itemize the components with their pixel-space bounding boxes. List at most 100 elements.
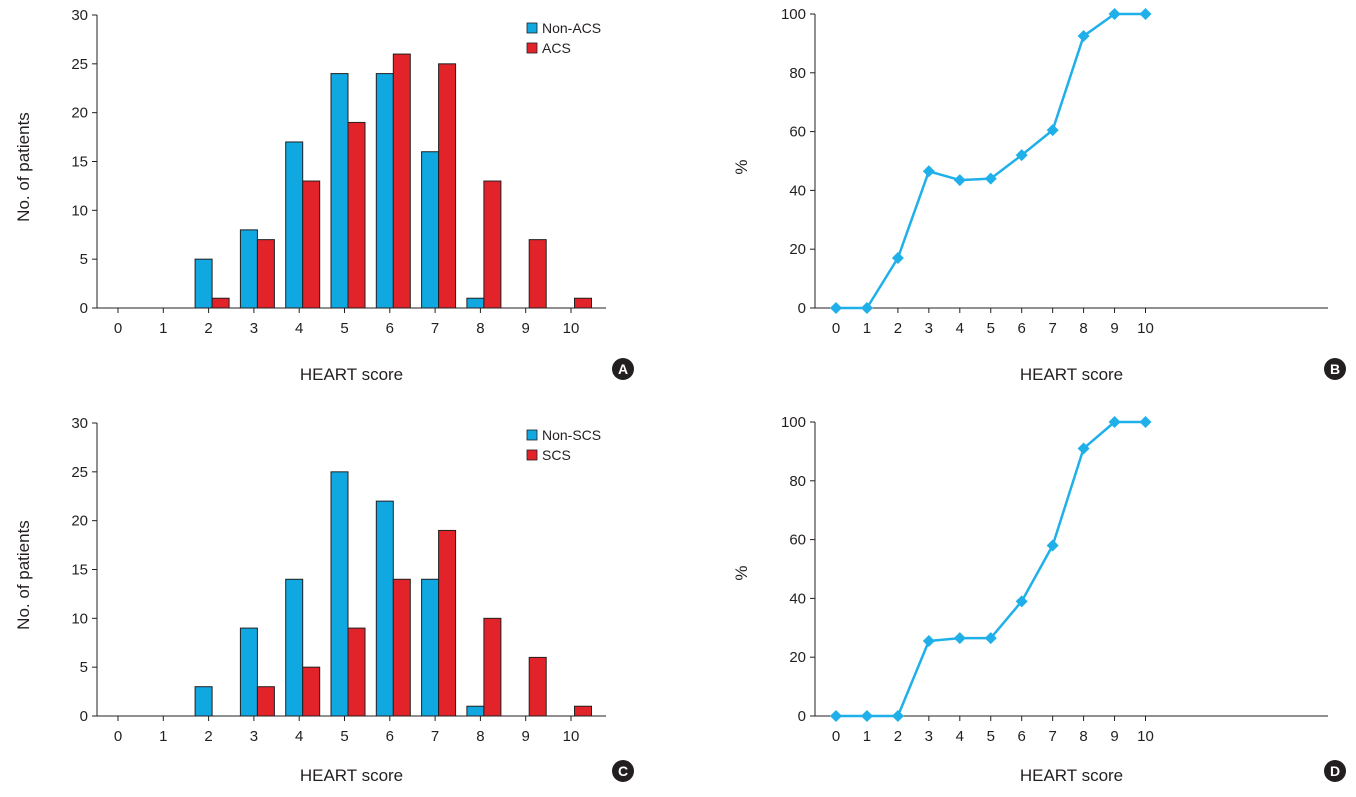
y-tick-label: 20 bbox=[71, 105, 88, 122]
bar-non-scs-4 bbox=[285, 578, 304, 717]
legend-label-acs: ACS bbox=[542, 40, 571, 56]
bar-scs-5 bbox=[347, 627, 366, 717]
x-tick-label: 0 bbox=[114, 320, 122, 337]
x-tick-label: 8 bbox=[476, 320, 484, 337]
data-point-4 bbox=[953, 174, 966, 187]
y-tick-label: 20 bbox=[71, 513, 88, 530]
bar-scs-6 bbox=[392, 578, 411, 717]
panel-label-text: A bbox=[618, 361, 628, 377]
bar-scs-8 bbox=[483, 617, 502, 717]
data-point-9 bbox=[1108, 416, 1121, 428]
panel-label-circle bbox=[612, 760, 634, 782]
x-tick-label: 2 bbox=[204, 728, 212, 745]
x-tick-label: 5 bbox=[340, 320, 348, 337]
legend-label-non-acs: Non-ACS bbox=[542, 20, 601, 36]
y-tick-label: 20 bbox=[789, 649, 806, 666]
x-axis-title: HEART score bbox=[300, 766, 403, 785]
x-tick-label: 4 bbox=[295, 320, 303, 337]
panel-label-text: B bbox=[1330, 361, 1340, 377]
bar-non-scs-7 bbox=[421, 578, 440, 717]
x-tick-label: 8 bbox=[476, 728, 484, 745]
y-tick-label: 5 bbox=[80, 659, 88, 676]
y-tick-label: 25 bbox=[71, 464, 88, 481]
y-tick-label: 80 bbox=[789, 65, 806, 82]
y-axis-title: No. of patients bbox=[14, 112, 33, 222]
x-tick-label: 8 bbox=[1079, 320, 1087, 337]
data-point-6 bbox=[1015, 595, 1028, 608]
x-tick-label: 9 bbox=[522, 320, 530, 337]
bar-scs-10 bbox=[574, 705, 592, 717]
chart-panel-d: 0 20 40 60 80 100 0 1 2 3 4 5 6 7 8 9 10 HEART score% D bbox=[732, 414, 1346, 785]
data-point-5 bbox=[984, 172, 997, 185]
y-tick-label: 5 bbox=[80, 251, 88, 268]
bar-scs-7 bbox=[438, 529, 457, 717]
data-point-10 bbox=[1139, 416, 1152, 428]
x-tick-label: 3 bbox=[250, 728, 258, 745]
x-tick-label: 5 bbox=[340, 728, 348, 745]
y-tick-label: 25 bbox=[71, 56, 88, 73]
data-point-7 bbox=[1046, 124, 1059, 137]
y-tick-label: 100 bbox=[781, 414, 806, 431]
chart-panel-c: 0 5 10 15 20 25 30 0 1 2 3 4 5 6 7 8 9 10 HEART score No. o… bbox=[14, 415, 634, 785]
x-tick-label: 5 bbox=[987, 320, 995, 337]
data-point-9 bbox=[1108, 8, 1121, 20]
bar-acs-9 bbox=[528, 239, 547, 309]
data-point-0 bbox=[830, 302, 842, 314]
x-tick-label: 10 bbox=[563, 320, 580, 337]
bar-non-scs-8 bbox=[466, 705, 485, 717]
bar-non-acs-8 bbox=[466, 297, 485, 309]
data-point-2 bbox=[891, 252, 904, 265]
panel-label-circle bbox=[612, 358, 634, 380]
x-tick-label: 3 bbox=[925, 320, 933, 337]
x-tick-label: 6 bbox=[1018, 728, 1026, 745]
y-tick-label: 40 bbox=[789, 182, 806, 199]
x-tick-label: 1 bbox=[159, 320, 167, 337]
y-tick-label: 30 bbox=[71, 415, 88, 432]
chart-panel-a: 0 5 10 15 20 25 30 0 1 2 3 4 5 6 7 8 9 10 HEART score No. o… bbox=[14, 7, 634, 384]
bar-scs-4 bbox=[302, 666, 321, 717]
y-axis-title: No. of patients bbox=[14, 520, 33, 630]
panel-label: C bbox=[612, 760, 634, 782]
x-axis-title: HEART score bbox=[1020, 365, 1123, 384]
bar-acs-10 bbox=[574, 297, 592, 309]
data-point-7 bbox=[1046, 539, 1059, 552]
x-tick-label: 7 bbox=[1048, 320, 1056, 337]
y-tick-label: 10 bbox=[71, 610, 88, 627]
panel-label-text: D bbox=[1330, 763, 1340, 779]
bar-scs-9 bbox=[528, 656, 547, 717]
chart-panel-b: 0 20 40 60 80 100 0 1 2 3 4 5 6 7 8 9 10 HEART score% B bbox=[732, 6, 1346, 384]
legend-swatch-scs bbox=[526, 449, 538, 461]
x-tick-label: 10 bbox=[1137, 728, 1154, 745]
y-tick-label: 100 bbox=[781, 6, 806, 23]
x-tick-label: 6 bbox=[386, 728, 394, 745]
y-tick-label: 60 bbox=[789, 532, 806, 549]
bar-non-scs-2 bbox=[194, 686, 213, 717]
data-point-2 bbox=[891, 710, 904, 722]
bar-acs-4 bbox=[302, 180, 321, 309]
y-tick-label: 0 bbox=[80, 300, 88, 317]
x-tick-label: 4 bbox=[956, 320, 964, 337]
y-tick-label: 30 bbox=[71, 7, 88, 24]
data-point-1 bbox=[860, 710, 873, 722]
bar-non-acs-5 bbox=[330, 73, 349, 309]
panel-label-circle bbox=[1324, 358, 1346, 380]
bar-non-scs-6 bbox=[375, 500, 394, 717]
x-tick-label: 9 bbox=[1110, 320, 1118, 337]
x-tick-label: 0 bbox=[832, 728, 840, 745]
y-axis-title: % bbox=[732, 159, 751, 174]
panel-label: B bbox=[1324, 358, 1346, 380]
x-tick-label: 2 bbox=[894, 728, 902, 745]
bar-non-acs-2 bbox=[194, 258, 213, 309]
y-tick-label: 15 bbox=[71, 562, 88, 579]
y-tick-label: 20 bbox=[789, 241, 806, 258]
bar-non-acs-4 bbox=[285, 141, 304, 309]
x-tick-label: 9 bbox=[1110, 728, 1118, 745]
x-tick-label: 0 bbox=[832, 320, 840, 337]
series-line bbox=[836, 12, 1146, 310]
x-tick-label: 6 bbox=[386, 320, 394, 337]
y-tick-label: 15 bbox=[71, 154, 88, 171]
x-tick-label: 1 bbox=[863, 320, 871, 337]
y-tick-label: 80 bbox=[789, 473, 806, 490]
x-tick-label: 2 bbox=[894, 320, 902, 337]
